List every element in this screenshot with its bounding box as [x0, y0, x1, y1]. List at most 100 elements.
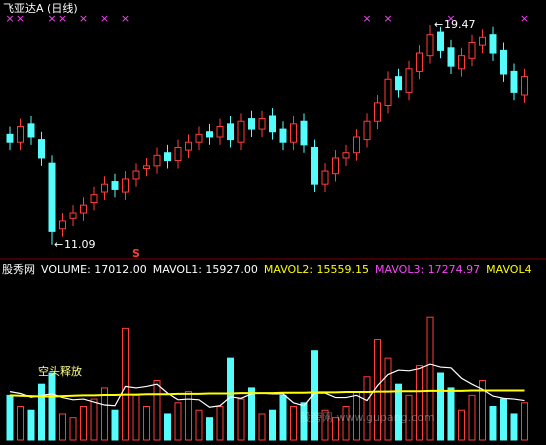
volume-bar: [185, 391, 192, 441]
candle-body: [395, 76, 402, 91]
volume-bar: [174, 402, 182, 441]
candle-body: [248, 118, 255, 130]
ma-line: [9, 389, 525, 398]
candle-body: [174, 146, 182, 162]
candle-body: [195, 133, 203, 143]
candle-body: [384, 78, 392, 106]
candle-body: [510, 70, 518, 93]
top-marker: ×: [121, 12, 130, 25]
candle-body: [290, 123, 297, 143]
header-item: 股秀网: [2, 263, 35, 276]
candle-body: [153, 154, 161, 167]
top-marker: ×: [362, 12, 371, 25]
candle-body: [206, 131, 213, 138]
volume-bar: [468, 394, 476, 441]
volume-bar: [363, 376, 371, 441]
low-label: 11.09: [64, 238, 96, 251]
volume-bar: [38, 383, 45, 441]
header-item: MAVOL3: 17274.97: [375, 263, 480, 276]
arrow: ←: [434, 18, 443, 31]
volume-bar: [27, 409, 35, 441]
candle-body: [363, 120, 371, 141]
volume-bar: [279, 394, 287, 441]
volume-bar: [342, 406, 350, 441]
volume-bar: [426, 316, 434, 441]
volume-bar: [90, 398, 98, 441]
volume-bar: [300, 402, 308, 441]
candle-body: [111, 181, 119, 190]
high-label: 19.47: [444, 18, 476, 31]
volume-bar: [479, 379, 486, 441]
candle-body: [6, 133, 14, 143]
candle-body: [269, 115, 276, 133]
volume-bar: [311, 350, 318, 441]
sell-signal: S: [132, 247, 140, 260]
volume-bar: [290, 406, 297, 441]
candle-body: [38, 139, 45, 159]
candle-body: [101, 183, 108, 193]
top-marker: ×: [383, 12, 392, 25]
volume-bar: [321, 409, 329, 441]
candle-body: [521, 76, 528, 96]
candle-body: [342, 152, 350, 159]
candle-body: [405, 68, 413, 93]
volume-bar: [416, 365, 423, 441]
volume-bar: [521, 402, 528, 441]
volume-bar: [510, 413, 518, 441]
volume-bar: [132, 394, 140, 441]
volume-bar: [374, 339, 381, 441]
header-item: MAVOL1: 15927.00: [153, 263, 258, 276]
candle-body: [500, 49, 507, 75]
volume-bar: [111, 409, 119, 441]
candle-body: [258, 118, 266, 130]
candle-body: [426, 34, 434, 57]
volume-bar: [216, 406, 224, 441]
candle-body: [17, 125, 24, 143]
volume-bar: [489, 406, 497, 441]
top-marker: ×: [100, 12, 109, 25]
volume-bar: [143, 406, 150, 441]
top-marker: ×: [5, 12, 14, 25]
candle-body: [237, 120, 245, 143]
candle-body: [458, 55, 465, 70]
candle-body: [447, 47, 455, 67]
arrow: ←: [54, 238, 63, 251]
volume-header: 股秀网 VOLUME: 17012.00 MAVOL1: 15927.00 MAVOL…: [2, 263, 532, 276]
candle-body: [311, 146, 318, 185]
volume-bar: [195, 409, 203, 441]
candle-body: [437, 31, 444, 51]
volume-bar: [206, 417, 213, 441]
candle-body: [332, 157, 339, 175]
volume-bar: [395, 383, 402, 441]
candle-body: [479, 36, 486, 46]
candle-body: [69, 212, 77, 219]
volume-bar: [17, 406, 24, 441]
volume-bar: [384, 357, 392, 441]
volume-bar: [59, 413, 66, 441]
annotation: 空头释放: [38, 364, 82, 378]
candle-body: [143, 165, 150, 169]
candle-body: [122, 178, 129, 193]
volume-bar: [164, 413, 171, 441]
candle-body: [353, 136, 360, 154]
top-marker: ×: [16, 12, 25, 25]
candle-body: [27, 123, 35, 138]
candle-body: [164, 152, 171, 162]
candle-body: [48, 162, 56, 232]
top-marker: ×: [520, 12, 529, 25]
candle-body: [132, 170, 140, 180]
chart-title: 飞亚达A (日线): [3, 1, 78, 15]
header-item: VOLUME: 17012.00: [41, 263, 147, 276]
candle-body: [279, 128, 287, 143]
volume-bar: [48, 372, 56, 441]
candle-body: [90, 194, 98, 204]
volume-bar: [332, 417, 339, 441]
candle-body: [468, 42, 476, 59]
candle-body: [185, 141, 192, 151]
candle-body: [216, 125, 224, 138]
volume-bar: [69, 417, 77, 441]
candle-body: [489, 34, 497, 54]
volume-bar: [80, 406, 87, 441]
